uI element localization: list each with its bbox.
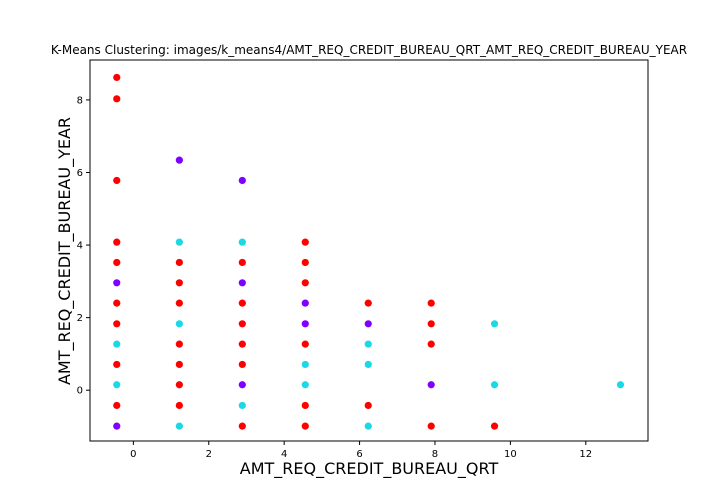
data-point [175, 279, 183, 287]
data-point [427, 320, 435, 328]
data-point [364, 422, 372, 430]
data-point [113, 176, 121, 185]
data-point [490, 381, 499, 389]
data-point [616, 381, 625, 389]
y-tick-label: 6 [77, 168, 83, 179]
data-point [113, 360, 121, 369]
y-tick-label: 4 [77, 241, 83, 252]
data-point [113, 381, 121, 389]
data-point [364, 360, 372, 369]
data-point [175, 381, 183, 389]
data-point [301, 422, 309, 430]
data-point [301, 401, 309, 410]
data-point [175, 238, 183, 246]
data-point [238, 401, 246, 410]
y-axis-label: AMT_REQ_CREDIT_BUREAU_YEAR [55, 117, 75, 385]
data-point [113, 401, 121, 410]
data-point [364, 299, 372, 307]
data-point [113, 320, 121, 328]
y-tick-label: 2 [77, 313, 83, 324]
data-point [113, 238, 121, 246]
chart-title: K-Means Clustering: images/k_means4/AMT_… [51, 43, 687, 57]
data-point [301, 238, 309, 246]
data-point [490, 422, 499, 430]
data-point [238, 279, 246, 287]
data-point [364, 401, 372, 410]
x-axis-label: AMT_REQ_CREDIT_BUREAU_QRT [240, 459, 499, 479]
data-point [301, 299, 309, 307]
x-tick-label: 12 [579, 449, 592, 460]
data-point [113, 73, 121, 82]
data-point [238, 258, 246, 267]
data-point [175, 156, 183, 164]
data-point [301, 320, 309, 328]
y-tick-label: 8 [77, 95, 83, 106]
x-tick-label: 8 [432, 449, 438, 460]
data-point [113, 299, 121, 307]
data-point [113, 422, 121, 430]
data-point [175, 401, 183, 410]
data-point [238, 299, 246, 307]
data-point [427, 340, 435, 348]
data-point [113, 95, 121, 103]
data-point [427, 422, 435, 430]
data-point [301, 340, 309, 348]
x-tick-label: 2 [206, 449, 212, 460]
data-point [113, 340, 121, 348]
y-axis-ticks: 0 2 4 6 8 [77, 95, 90, 397]
data-point [113, 279, 121, 287]
data-point [238, 238, 246, 246]
plot-frame [89, 59, 649, 442]
data-point [364, 320, 372, 328]
data-point [238, 360, 246, 369]
data-point [238, 176, 246, 185]
data-point [301, 279, 309, 287]
data-point [175, 320, 183, 328]
scatter-points [113, 73, 625, 430]
x-tick-label: 0 [130, 449, 136, 460]
data-point [427, 381, 435, 389]
data-point [175, 258, 183, 267]
x-axis-ticks: 0 2 4 6 8 10 12 [130, 441, 592, 460]
data-point [301, 381, 309, 389]
data-point [175, 360, 183, 369]
data-point [238, 422, 246, 430]
y-tick-label: 0 [77, 386, 83, 397]
data-point [427, 299, 435, 307]
data-point [364, 340, 372, 348]
x-tick-label: 4 [281, 449, 287, 460]
x-tick-label: 10 [504, 449, 517, 460]
x-tick-label: 6 [356, 449, 362, 460]
data-point [238, 340, 246, 348]
plot-area [90, 60, 648, 441]
data-point [175, 422, 183, 430]
data-point [490, 320, 499, 328]
data-point [175, 340, 183, 348]
data-point [238, 320, 246, 328]
data-point [113, 258, 121, 267]
data-point [301, 360, 309, 369]
data-point [301, 258, 309, 267]
data-point [238, 381, 246, 389]
data-point [175, 299, 183, 307]
